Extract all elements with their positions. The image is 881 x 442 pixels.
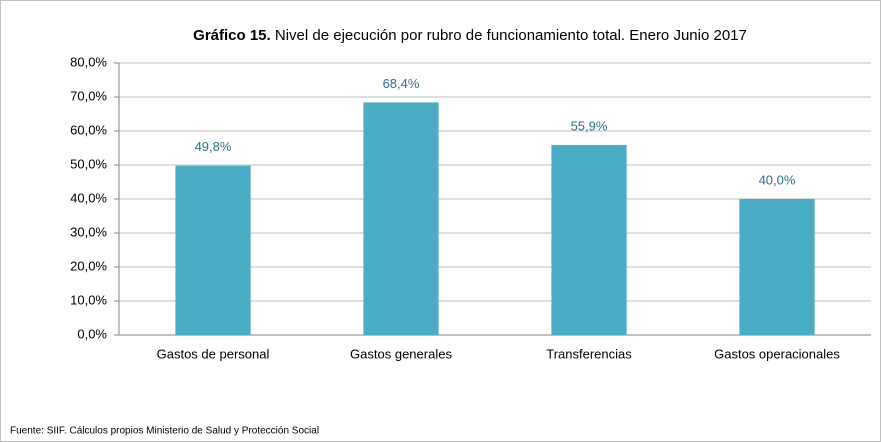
x-tick-label: Gastos operacionales bbox=[714, 346, 840, 361]
chart-title: Gráfico 15. Nivel de ejecución por rubro… bbox=[193, 27, 747, 44]
title-text: Nivel de ejecución por rubro de funciona… bbox=[275, 27, 747, 44]
y-tick-label: 50,0% bbox=[70, 156, 107, 171]
y-tick-label: 70,0% bbox=[70, 88, 107, 103]
bar bbox=[175, 165, 251, 335]
source-note: Fuente: SIIF. Cálculos propios Ministeri… bbox=[10, 426, 319, 437]
x-tick-label: Transferencias bbox=[546, 346, 632, 361]
y-tick-label: 20,0% bbox=[70, 258, 107, 273]
bar bbox=[363, 102, 439, 335]
data-label: 68,4% bbox=[383, 76, 420, 91]
y-tick-label: 40,0% bbox=[70, 190, 107, 205]
y-tick-label: 60,0% bbox=[70, 122, 107, 137]
data-label: 49,8% bbox=[195, 139, 232, 154]
bar bbox=[551, 144, 627, 335]
data-label: 40,0% bbox=[759, 172, 796, 187]
data-label: 55,9% bbox=[571, 118, 608, 133]
x-tick-label: Gastos de personal bbox=[157, 346, 270, 361]
y-tick-label: 0,0% bbox=[77, 326, 107, 341]
y-tick-label: 10,0% bbox=[70, 292, 107, 307]
y-tick-label: 80,0% bbox=[70, 54, 107, 69]
bar bbox=[739, 199, 815, 335]
title-prefix: Gráfico 15. bbox=[193, 27, 271, 44]
x-tick-label: Gastos generales bbox=[350, 346, 452, 361]
y-tick-label: 30,0% bbox=[70, 224, 107, 239]
